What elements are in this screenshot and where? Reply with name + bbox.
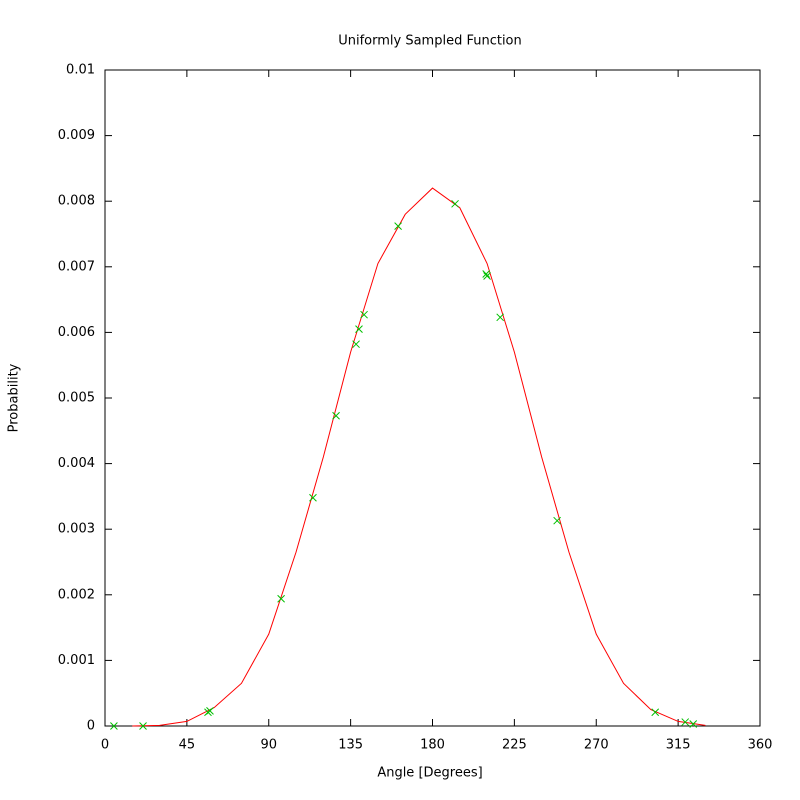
y-tick-label: 0.005 bbox=[58, 391, 95, 406]
x-tick-label: 360 bbox=[748, 738, 773, 753]
x-axis-label: Angle [Degrees] bbox=[377, 766, 482, 781]
sample-point bbox=[482, 270, 491, 278]
sample-point bbox=[360, 310, 368, 319]
y-tick-label: 0.006 bbox=[58, 325, 95, 340]
sample-point bbox=[309, 493, 317, 502]
y-axis-label: Probability bbox=[7, 363, 22, 432]
x-tick-label: 315 bbox=[666, 738, 691, 753]
x-tick-label: 180 bbox=[420, 738, 445, 753]
curve bbox=[132, 187, 706, 727]
sample-point bbox=[496, 313, 505, 322]
sample-point bbox=[681, 718, 690, 726]
y-tick-label: 0.007 bbox=[58, 259, 95, 274]
y-tick-label: 0.004 bbox=[58, 456, 95, 471]
sample-point bbox=[110, 722, 118, 730]
y-tick-label: 0.01 bbox=[66, 63, 95, 78]
sample-point bbox=[553, 516, 561, 525]
y-tick-label: 0.002 bbox=[58, 587, 95, 602]
y-tick-label: 0.009 bbox=[58, 128, 95, 143]
y-tick-label: 0.008 bbox=[58, 194, 95, 209]
y-tick-label: 0 bbox=[87, 719, 95, 734]
y-tick-label: 0.001 bbox=[58, 653, 95, 668]
sample-point bbox=[139, 722, 147, 730]
x-tick-label: 135 bbox=[338, 738, 363, 753]
sample-point bbox=[394, 222, 402, 230]
sample-point bbox=[451, 199, 459, 208]
sample-point bbox=[277, 594, 285, 603]
sample-point bbox=[332, 411, 340, 420]
chart-title: Uniformly Sampled Function bbox=[338, 34, 522, 49]
sample-point bbox=[689, 720, 698, 728]
sample-point bbox=[355, 325, 363, 333]
y-tick-label: 0.003 bbox=[58, 522, 95, 537]
x-tick-label: 225 bbox=[502, 738, 527, 753]
x-tick-label: 90 bbox=[260, 738, 277, 753]
sample-point bbox=[206, 707, 214, 715]
x-tick-label: 0 bbox=[101, 738, 109, 753]
sample-point bbox=[352, 340, 360, 349]
x-tick-label: 270 bbox=[584, 738, 609, 753]
x-tick-label: 45 bbox=[179, 738, 196, 753]
sample-point bbox=[483, 272, 491, 280]
sample-point bbox=[651, 708, 660, 717]
